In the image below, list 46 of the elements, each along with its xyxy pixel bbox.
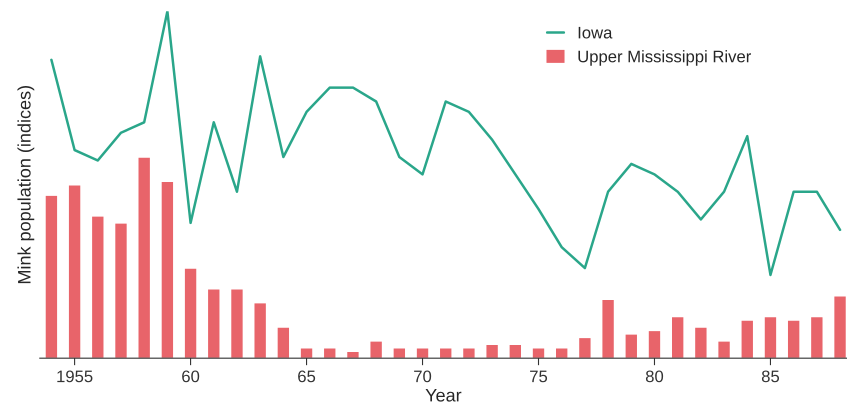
bar: [253, 302, 268, 358]
bar: [346, 350, 360, 358]
bar: [485, 344, 500, 358]
bar: [160, 180, 174, 358]
bar: [322, 347, 337, 358]
x-tick-label: 75: [530, 370, 548, 382]
bar: [508, 344, 522, 358]
bar: [578, 336, 592, 358]
bar: [462, 347, 476, 358]
x-tick-label: 1955: [57, 370, 92, 382]
bar: [184, 267, 198, 358]
bar: [299, 347, 314, 358]
x-tick-label: 80: [646, 370, 664, 382]
bar: [206, 288, 221, 358]
bar: [369, 340, 384, 358]
x-tick-label: 70: [414, 370, 432, 382]
bar: [137, 156, 152, 358]
bar: [624, 333, 638, 358]
bar: [740, 319, 754, 358]
bar: [531, 347, 546, 358]
bar: [276, 326, 290, 358]
bar: [415, 347, 430, 358]
x-axis-title: Year: [426, 389, 462, 402]
bar: [44, 194, 58, 358]
bar: [670, 316, 685, 358]
bar: [810, 316, 824, 358]
bar: [392, 347, 406, 358]
bar: [90, 215, 105, 358]
bar: [554, 347, 569, 358]
bar: [694, 326, 708, 358]
legend-label: Iowa: [578, 26, 612, 39]
bar: [786, 319, 801, 358]
bar: [68, 184, 82, 358]
x-tick-label: 65: [298, 370, 316, 382]
x-tick-label: 85: [762, 370, 780, 382]
bar: [763, 316, 778, 358]
bar: [832, 295, 847, 358]
bar: [601, 298, 616, 358]
x-tick-label: 60: [182, 370, 200, 382]
bar: [716, 340, 732, 358]
bar: [647, 330, 662, 358]
bar: [114, 222, 128, 358]
bar: [438, 347, 453, 358]
y-axis-title: Mink population (indices): [17, 86, 34, 284]
bar: [230, 288, 244, 358]
legend-label: Upper Mississippi River: [578, 50, 752, 66]
